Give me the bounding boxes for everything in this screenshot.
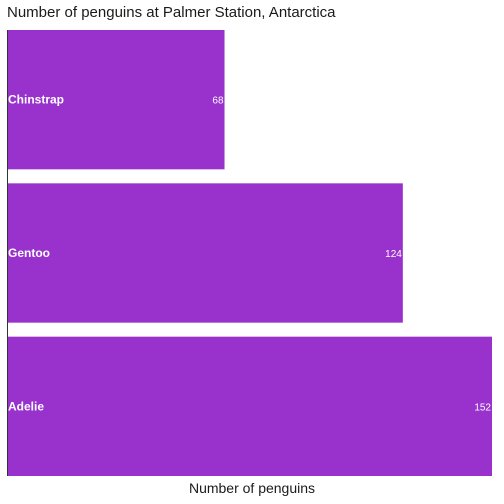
value-label-adelie: 152 <box>474 402 491 413</box>
value-label-chinstrap: 68 <box>212 96 224 107</box>
bar-adelie <box>8 336 492 476</box>
category-label-gentoo: Gentoo <box>8 246 50 260</box>
x-axis-label: Number of penguins <box>188 480 316 496</box>
bar-gentoo <box>8 183 403 323</box>
category-label-adelie: Adelie <box>8 399 44 413</box>
chart-title: Number of penguins at Palmer Station, An… <box>7 4 336 21</box>
category-label-chinstrap: Chinstrap <box>8 93 64 107</box>
bars-group: Chinstrap 68 Gentoo 124 Adelie 152 <box>8 30 492 476</box>
value-label-gentoo: 124 <box>385 249 402 260</box>
bar-chinstrap <box>8 30 225 170</box>
